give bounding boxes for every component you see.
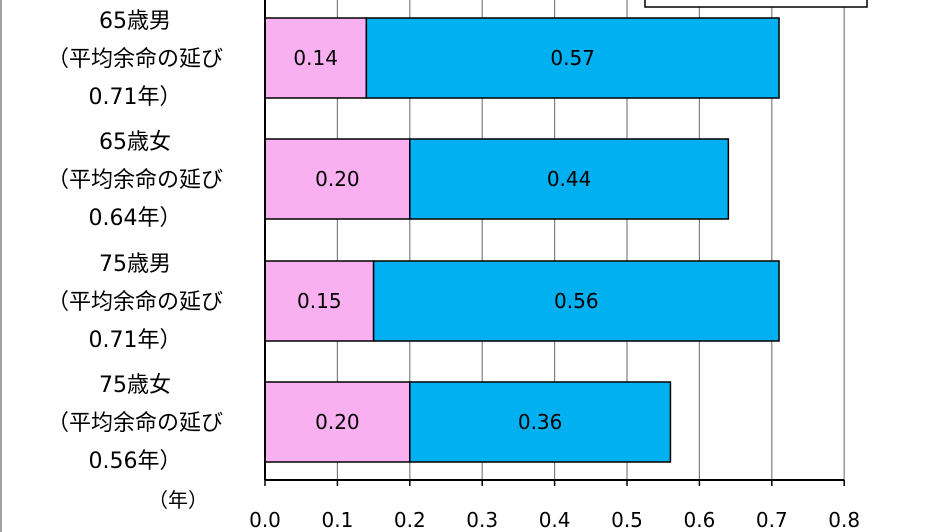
x-axis-unit: （年） [148, 488, 208, 512]
x-tick-label: 0.6 [683, 508, 715, 532]
bar-segment [264, 381, 411, 463]
category-label: 65歳男 [99, 9, 171, 34]
data-label: 0.20 [315, 167, 360, 191]
x-tick-label: 0.3 [466, 508, 498, 532]
data-label: 0.56 [554, 289, 599, 313]
bars [264, 17, 780, 463]
bar-segment [409, 138, 730, 220]
data-label: 0.15 [297, 289, 342, 313]
x-tick-label: 0.7 [756, 508, 788, 532]
x-tick-label: 0.2 [394, 508, 426, 532]
axes [0, 0, 868, 532]
data-label: 0.20 [315, 410, 360, 434]
x-tick-label: 0.0 [249, 508, 281, 532]
bar-segment [409, 381, 672, 463]
data-label: 0.36 [518, 410, 563, 434]
category-label: 75歳男 [99, 252, 171, 277]
data-label: 0.44 [547, 167, 592, 191]
legend-box [644, 0, 868, 8]
data-label: 0.57 [550, 46, 595, 70]
category-label: 0.71年） [89, 328, 182, 353]
data-label: 0.14 [293, 46, 338, 70]
x-tick-label: 0.8 [828, 508, 860, 532]
category-label: 75歳女 [99, 373, 171, 398]
category-label: （平均余命の延び [47, 411, 223, 436]
category-label: （平均余命の延び [47, 290, 223, 315]
category-label: 65歳女 [99, 130, 171, 155]
category-label: 0.56年） [89, 449, 182, 474]
category-label: 0.71年） [89, 85, 182, 110]
category-label: 0.64年） [89, 206, 182, 231]
bar-segment [372, 260, 780, 342]
bar-segment [365, 17, 780, 99]
labels: 0.0 0.1 0.2 0.3 0.4 0.5 0.6 0.7 0.8 0.14 0.57 65歳男 （… [47, 9, 860, 532]
x-tick-label: 0.1 [321, 508, 353, 532]
category-label: （平均余命の延び [47, 168, 223, 193]
x-tick-label: 0.4 [539, 508, 571, 532]
x-tick-label: 0.5 [611, 508, 643, 532]
category-label: （平均余命の延び [47, 47, 223, 72]
